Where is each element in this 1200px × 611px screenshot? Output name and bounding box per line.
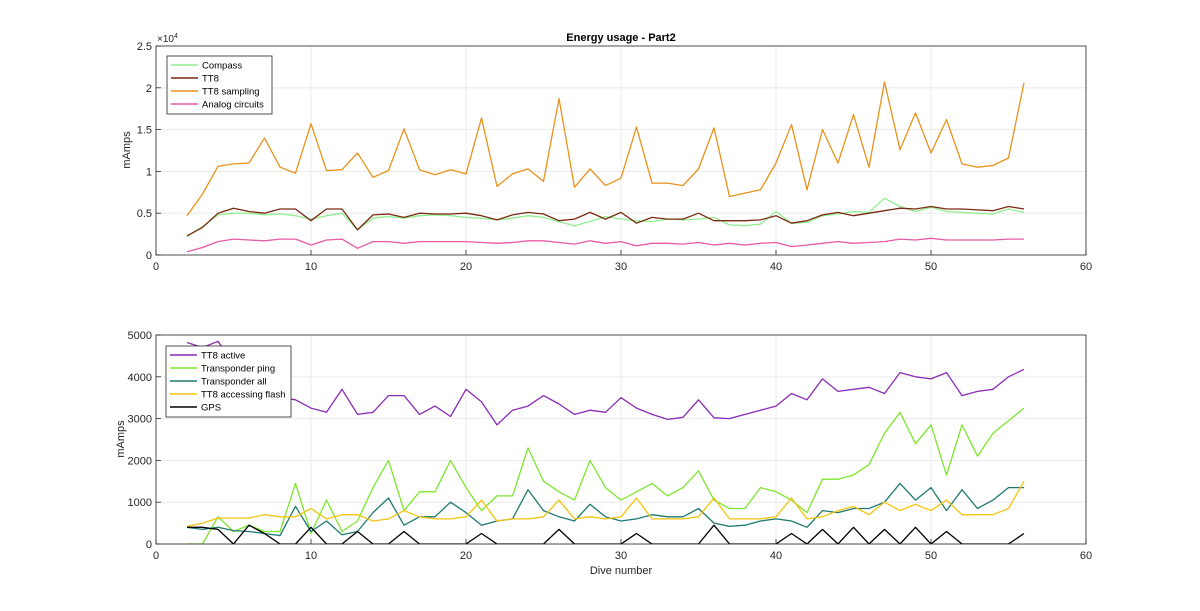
y-tick-label: 0 xyxy=(146,539,152,551)
y-tick-label: 2.5 xyxy=(137,41,152,53)
legend-label-transponder-all: Transponder all xyxy=(201,377,267,388)
series-line-compass xyxy=(186,197,1025,238)
legend-label-tt8-sampling: TT8 sampling xyxy=(202,87,260,98)
series-line-analog-circuits xyxy=(186,237,1024,253)
x-tick-label: 50 xyxy=(925,550,937,562)
series-line-tt8-active xyxy=(186,340,1025,426)
y-axis-exponent-base: ×10 xyxy=(157,34,174,45)
x-tick-label: 0 xyxy=(153,550,159,562)
y-tick-label: 0.5 xyxy=(137,208,152,220)
legend: Compass TT8 TT8 sampling Analog circuits xyxy=(166,55,273,115)
x-tick-label: 10 xyxy=(305,550,317,562)
y-tick-label: 4000 xyxy=(128,372,152,384)
x-axis-label: Dive number xyxy=(590,565,653,577)
chart-title: Energy usage - Part2 xyxy=(566,32,675,44)
x-tick-label: 30 xyxy=(615,550,627,562)
legend: TT8 active Transponder ping Transponder al… xyxy=(165,345,292,418)
series-line-tt8-sampling xyxy=(186,81,1025,217)
y-tick-label: 5000 xyxy=(128,330,152,342)
x-tick-label: 20 xyxy=(460,261,472,273)
y-tick-label: 0 xyxy=(146,250,152,262)
y-tick-label: 3000 xyxy=(128,414,152,426)
x-tick-label: 50 xyxy=(925,261,937,273)
y-tick-label: 1.5 xyxy=(137,125,152,137)
y-tick-label: 1 xyxy=(146,166,152,178)
y-tick-label: 1000 xyxy=(128,497,152,509)
y-tick-label: 2 xyxy=(146,83,152,95)
energy-usage-top-chart: 0 10 20 30 40 50 60 0 0.5 1 1.5 2 2.5 Energy usage -… xyxy=(121,32,1092,273)
series-line-tt8 xyxy=(186,205,1025,237)
x-tick-label: 60 xyxy=(1080,550,1092,562)
x-tick-label: 0 xyxy=(153,261,159,273)
x-tick-label: 30 xyxy=(615,261,627,273)
legend-label-tt8-active: TT8 active xyxy=(201,351,245,362)
series-line-transponder-ping xyxy=(187,407,1025,544)
y-axis-label: mAmps xyxy=(115,420,127,458)
series-line-gps xyxy=(187,524,1025,544)
ticks: 0 10 20 30 40 50 60 0 0.5 1 1.5 2 2.5 xyxy=(137,41,1092,273)
x-tick-label: 60 xyxy=(1080,261,1092,273)
series-group xyxy=(186,340,1025,544)
y-tick-label: 2000 xyxy=(128,455,152,467)
y-axis-exponent-power: 4 xyxy=(174,33,178,40)
series-line-tt8-accessing-flash xyxy=(186,480,1025,528)
legend-label-analog-circuits: Analog circuits xyxy=(202,100,264,111)
x-tick-label: 40 xyxy=(770,261,782,273)
legend-label-tt8: TT8 xyxy=(202,74,219,85)
legend-label-tt8-accessing-flash: TT8 accessing flash xyxy=(201,390,285,401)
legend-label-compass: Compass xyxy=(202,61,242,72)
y-axis-label: mAmps xyxy=(121,131,133,169)
legend-label-gps: GPS xyxy=(201,403,221,414)
x-tick-label: 10 xyxy=(305,261,317,273)
x-tick-label: 20 xyxy=(460,550,472,562)
energy-usage-bottom-chart: 0 10 20 30 40 50 60 0 1000 2000 3000 4000 5000 mAmps… xyxy=(115,330,1092,577)
series-group xyxy=(186,81,1025,253)
legend-label-transponder-ping: Transponder ping xyxy=(201,364,275,375)
ticks: 0 10 20 30 40 50 60 0 1000 2000 3000 4000 5000 xyxy=(128,330,1093,562)
x-tick-label: 40 xyxy=(770,550,782,562)
y-axis-exponent: ×104 xyxy=(157,33,178,45)
